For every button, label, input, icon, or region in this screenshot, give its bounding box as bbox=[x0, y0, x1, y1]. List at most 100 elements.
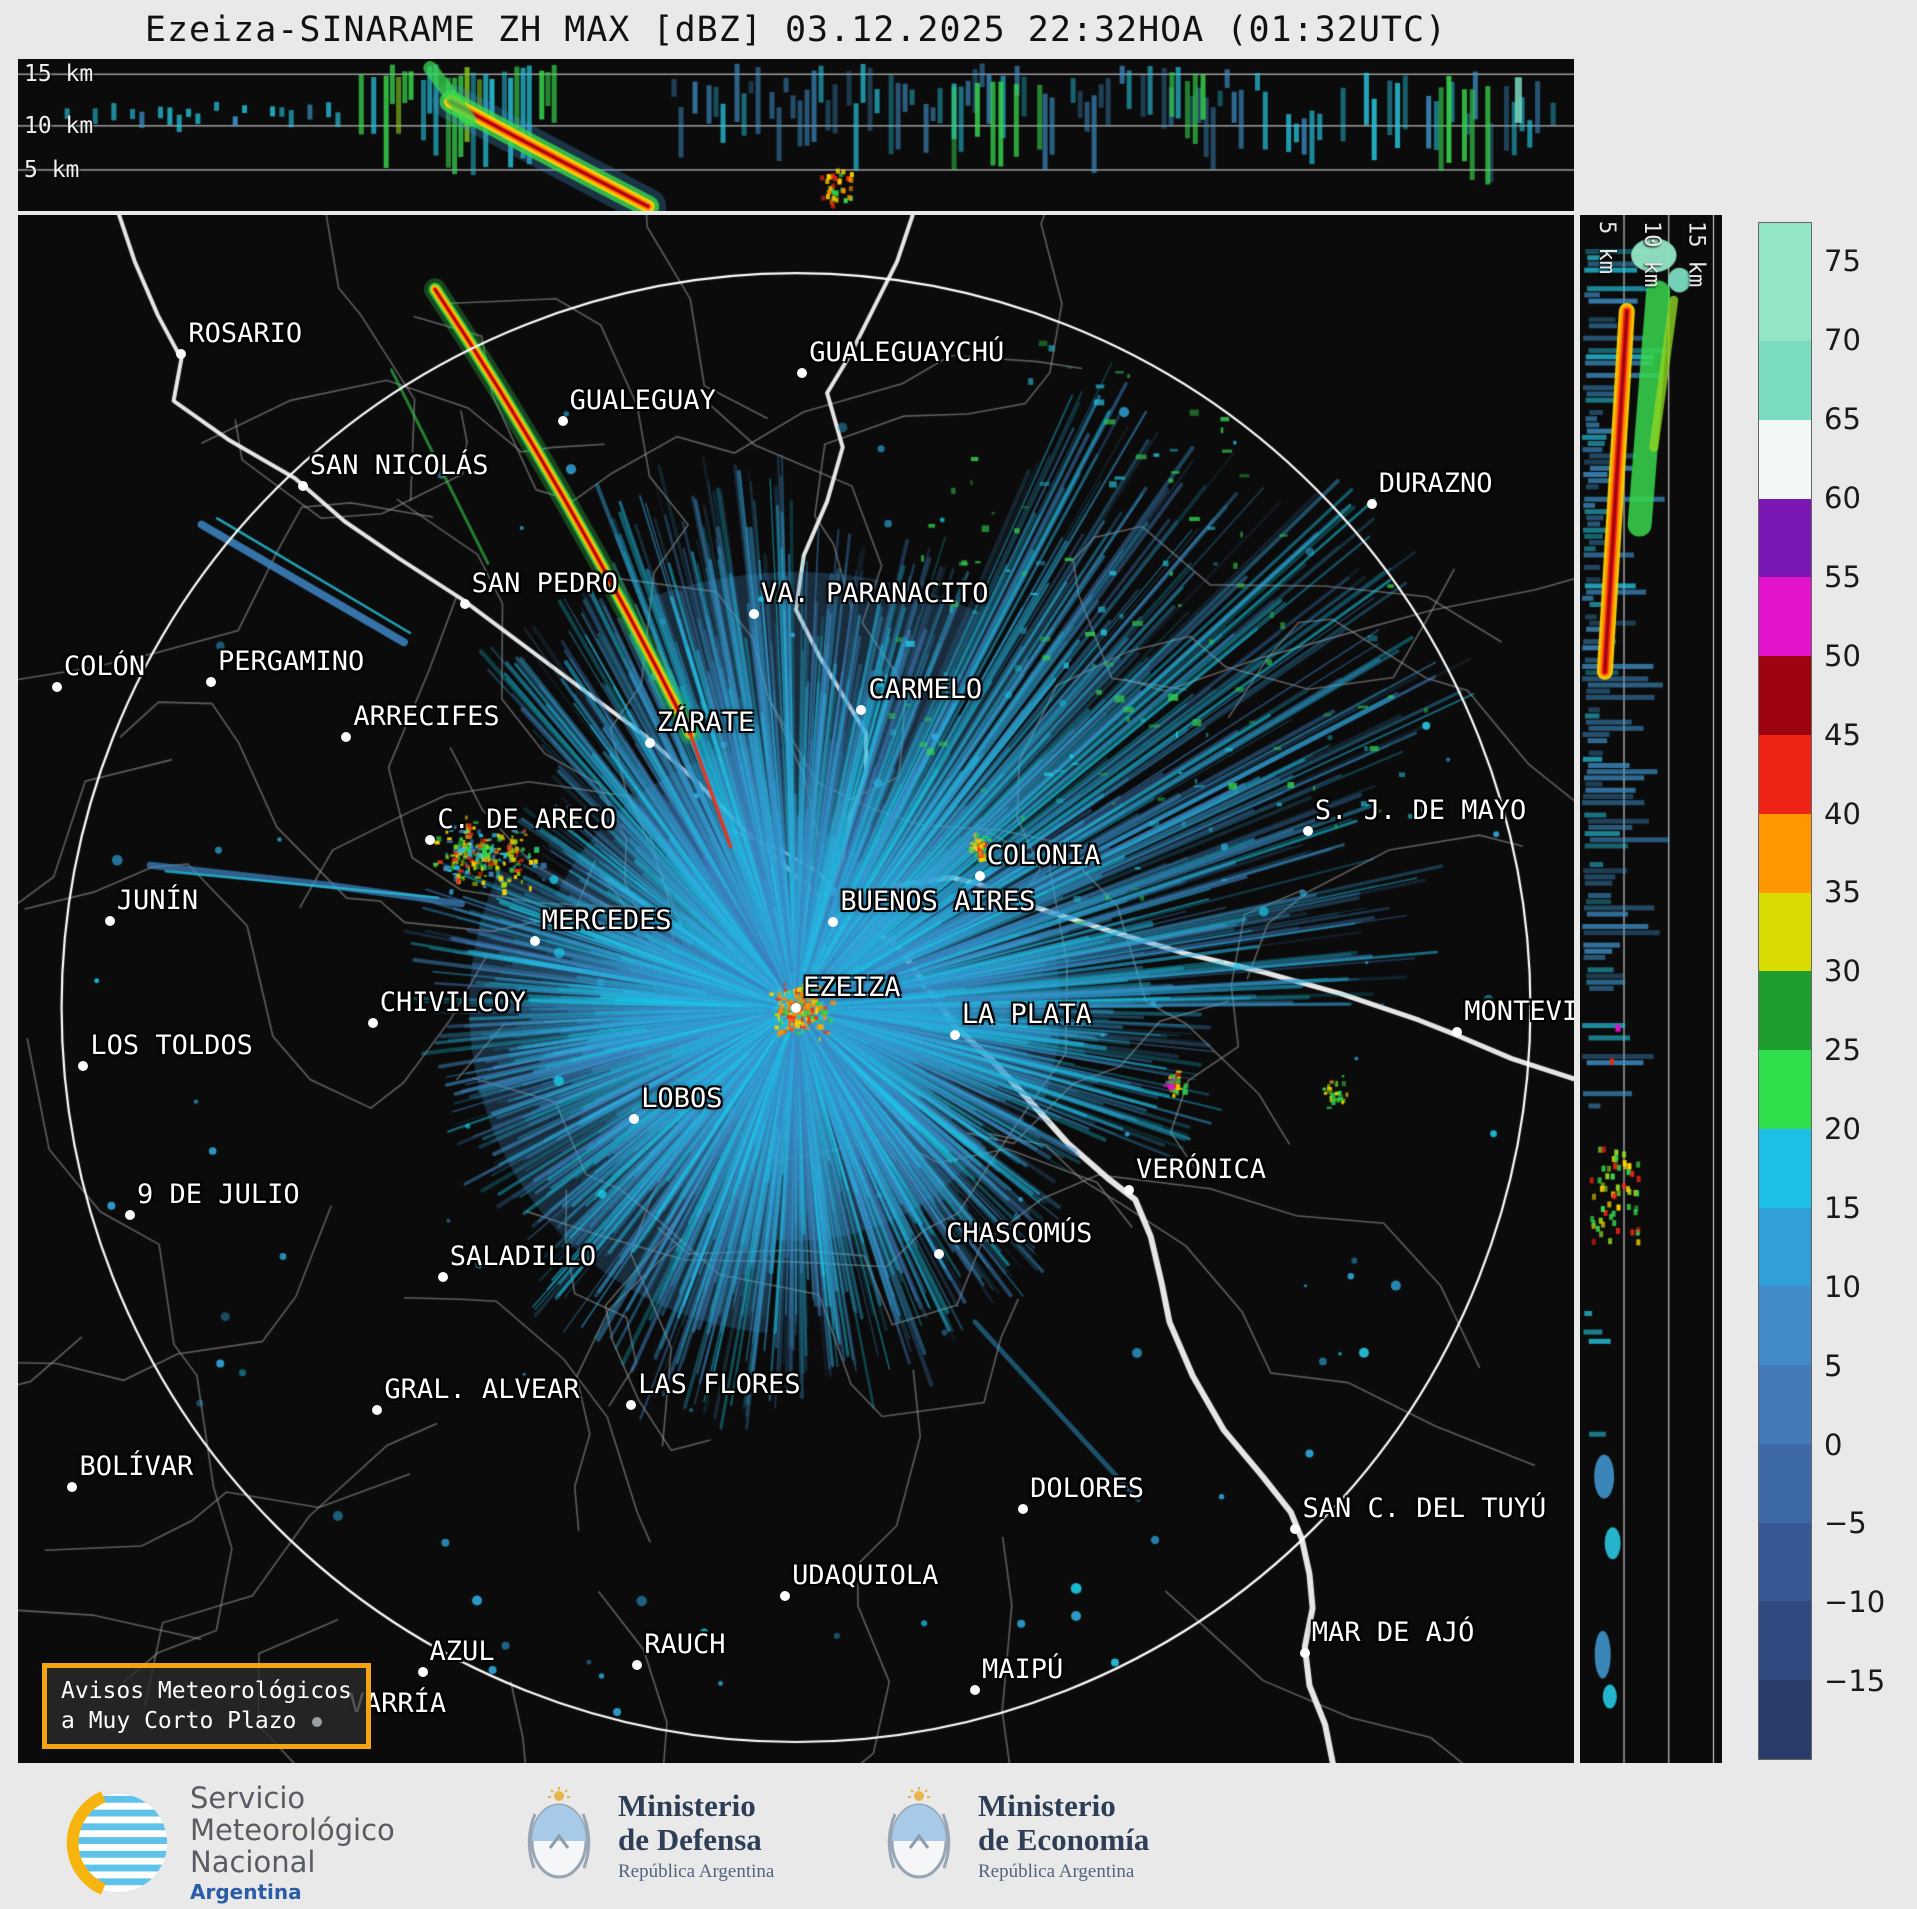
smn-logo bbox=[66, 1791, 168, 1895]
city-dot bbox=[969, 1685, 980, 1696]
colorbar-tick: 10 bbox=[1824, 1269, 1861, 1304]
city-dot bbox=[1018, 1504, 1029, 1515]
colorbar-tick: 55 bbox=[1824, 559, 1861, 594]
city-label: CHASCOMÚS bbox=[946, 1217, 1093, 1249]
city-label: DOLORES bbox=[1030, 1473, 1144, 1505]
city-label: COLONIA bbox=[986, 839, 1101, 871]
economia-line1: Ministerio bbox=[978, 1788, 1116, 1823]
city-label: SAN NICOLÁS bbox=[309, 449, 489, 481]
city-label: CHIVILCOY bbox=[379, 987, 527, 1019]
city-dot bbox=[417, 1666, 428, 1677]
city-label: GRAL. ALVEAR bbox=[384, 1374, 580, 1406]
city-dot bbox=[437, 1271, 448, 1282]
city-dot-dimmed bbox=[312, 1716, 323, 1727]
city-dot bbox=[372, 1405, 383, 1416]
city-label: SAN PEDRO bbox=[471, 567, 618, 599]
right-cross-section-panel: 5 km 10 km 15 km bbox=[1580, 215, 1722, 1763]
city-label: LOS TOLDOS bbox=[90, 1030, 253, 1062]
city-dot bbox=[856, 705, 867, 716]
city-label: RAUCH bbox=[644, 1629, 726, 1661]
colorbar-segment bbox=[1759, 498, 1811, 578]
footer: Servicio Meteorológico Nacional Argentin… bbox=[0, 1780, 1917, 1905]
city-dot bbox=[1366, 499, 1377, 510]
city-dot bbox=[205, 677, 216, 688]
argentina-coat-of-arms-icon bbox=[887, 1787, 951, 1879]
city-dot bbox=[780, 1590, 791, 1601]
radar-map-canvas bbox=[18, 215, 1574, 1763]
top-cross-section-panel: 15 km 10 km 5 km bbox=[18, 59, 1574, 211]
city-label: AZUL bbox=[429, 1635, 495, 1667]
colorbar-segment bbox=[1759, 1050, 1811, 1129]
city-dot bbox=[644, 737, 655, 748]
city-dot bbox=[557, 415, 568, 426]
colorbar-segment bbox=[1759, 971, 1811, 1051]
city-label: SALADILLO bbox=[449, 1240, 597, 1272]
page-title: Ezeiza-SINARAME ZH MAX [dBZ] 03.12.2025 … bbox=[144, 10, 1448, 50]
city-layer: ROSARIO GUALEGUAYCHÚ GUALEGUAY SAN NICOLÁS D… bbox=[18, 215, 1574, 1763]
defensa-line1: Ministerio bbox=[618, 1788, 756, 1823]
city-label: ROSARIO bbox=[188, 318, 303, 350]
city-dot bbox=[51, 682, 62, 693]
colorbar-tick: −15 bbox=[1824, 1664, 1886, 1699]
city-label: BUENOS AIRES bbox=[840, 886, 1036, 918]
smn-logo-block: Servicio Meteorológico Nacional Argentin… bbox=[64, 1782, 395, 1904]
altitude-label: 5 km bbox=[24, 156, 80, 183]
colorbar-segment bbox=[1759, 223, 1811, 342]
city-dot bbox=[104, 915, 115, 926]
colorbar-segment bbox=[1759, 1680, 1811, 1759]
city-dot bbox=[828, 917, 839, 928]
alert-box: Avisos Meteorológicos a Muy Corto Plazo bbox=[42, 1663, 371, 1749]
city-label: GUALEGUAYCHÚ bbox=[809, 336, 1005, 368]
city-label: S. J. DE MAYO bbox=[1314, 795, 1527, 827]
colorbar-tick: 75 bbox=[1824, 244, 1861, 279]
alert-line2-text: a Muy Corto Plazo bbox=[61, 1708, 297, 1734]
city-dot bbox=[748, 609, 759, 620]
defensa-line2: de Defensa bbox=[618, 1822, 762, 1857]
city-label: VA. PARANACITO bbox=[760, 578, 989, 610]
city-dot bbox=[797, 367, 808, 378]
city-label: LOBOS bbox=[641, 1083, 723, 1115]
city-label: BOLÍVAR bbox=[79, 1451, 194, 1483]
defensa-logo-block: Ministerio de Defensa República Argentin… bbox=[520, 1786, 774, 1886]
smn-line1: Servicio bbox=[190, 1781, 306, 1815]
city-label: CARMELO bbox=[868, 674, 983, 706]
altitude-label: 10 km bbox=[1638, 221, 1664, 288]
colorbar-segment bbox=[1759, 813, 1811, 893]
city-label: 9 DE JULIO bbox=[137, 1179, 300, 1210]
city-label: DURAZNO bbox=[1378, 468, 1493, 500]
city-dot bbox=[1452, 1027, 1463, 1038]
colorbar-segment bbox=[1759, 1601, 1811, 1681]
altitude-label: 10 km bbox=[24, 112, 94, 139]
smn-line2: Meteorológico bbox=[190, 1813, 395, 1847]
city-dot bbox=[934, 1248, 945, 1259]
smn-line3: Nacional bbox=[190, 1845, 316, 1879]
defensa-line3: República Argentina bbox=[618, 1861, 775, 1882]
colorbar-tick: 50 bbox=[1824, 638, 1861, 673]
city-dot bbox=[176, 349, 187, 360]
colorbar-tick: 35 bbox=[1824, 875, 1861, 910]
colorbar-segment bbox=[1759, 1207, 1811, 1287]
colorbar-tick: −5 bbox=[1824, 1506, 1867, 1541]
city-dot bbox=[78, 1061, 89, 1072]
altitude-label: 5 km bbox=[1594, 221, 1620, 274]
colorbar-tick: −10 bbox=[1824, 1585, 1886, 1620]
city-dot bbox=[1290, 1524, 1301, 1535]
defensa-text: Ministerio de Defensa República Argentin… bbox=[618, 1789, 774, 1883]
colorbar-segment bbox=[1759, 577, 1811, 657]
colorbar-tick: 65 bbox=[1824, 402, 1861, 437]
city-dot bbox=[67, 1482, 78, 1493]
colorbar-segment bbox=[1759, 1522, 1811, 1602]
city-label: C. DE ARECO bbox=[437, 804, 617, 836]
colorbar-tick: 70 bbox=[1824, 323, 1861, 358]
city-label: SAN C. DEL TUYÚ bbox=[1302, 1493, 1547, 1525]
city-label: COLÓN bbox=[63, 651, 146, 683]
colorbar-tick: 5 bbox=[1824, 1348, 1843, 1383]
altitude-label: 15 km bbox=[24, 61, 94, 88]
city-label: GUALEGUAY bbox=[569, 384, 716, 416]
colorbar-tick: 0 bbox=[1824, 1427, 1843, 1462]
city-dot bbox=[297, 480, 308, 491]
economia-line2: de Economía bbox=[978, 1822, 1150, 1857]
economia-logo-block: Ministerio de Economía República Argenti… bbox=[880, 1786, 1149, 1886]
economia-line3: República Argentina bbox=[978, 1861, 1135, 1882]
